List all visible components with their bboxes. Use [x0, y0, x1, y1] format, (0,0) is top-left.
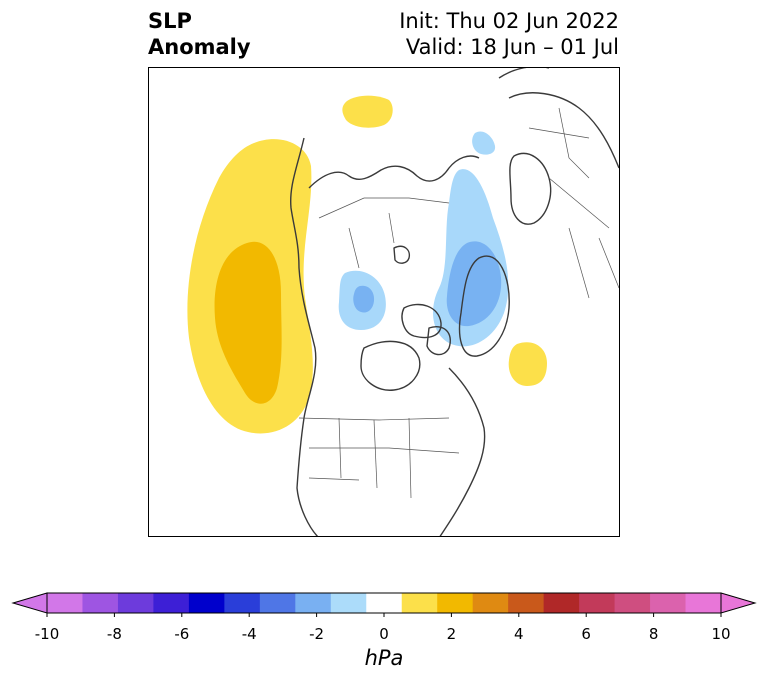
colorbar-extend-max — [720, 592, 757, 614]
colorbar-segment — [685, 593, 722, 613]
colorbar-segment — [117, 593, 154, 613]
anomaly-positive-canada — [508, 342, 547, 386]
anomaly-negative-siberia-core — [446, 241, 502, 327]
colorbar-tick-label: 2 — [446, 625, 457, 643]
anomaly-positive-pacific-core — [214, 241, 282, 404]
colorbar-segment — [259, 593, 296, 613]
colorbar-tick-label: -8 — [106, 625, 122, 643]
colorbar-segment — [82, 593, 119, 613]
colorbar-tick-label: -4 — [241, 625, 257, 643]
colorbar-segment — [401, 593, 438, 613]
forecast-dates: Init: Thu 02 Jun 2022 Valid: 18 Jun – 01… — [399, 8, 619, 60]
colorbar-segment — [188, 593, 225, 613]
colorbar-segment — [330, 593, 367, 613]
country-borders — [298, 107, 619, 499]
map-title: SLP Anomaly — [148, 8, 251, 60]
colorbar-segment — [437, 593, 474, 613]
colorbar-extend-min — [11, 592, 48, 614]
title-line-1: SLP — [148, 9, 192, 33]
colorbar-segment — [366, 593, 403, 613]
colorbar-segment — [508, 593, 545, 613]
colorbar-segment — [295, 593, 332, 613]
title-line-2: Anomaly — [148, 35, 251, 59]
coastlines — [289, 68, 619, 536]
units-label: hPa — [364, 646, 404, 670]
colorbar-tick-label: -10 — [34, 625, 60, 643]
colorbar-segment — [47, 593, 83, 613]
colorbar-tick-label: -6 — [174, 625, 190, 643]
colorbar-segment — [614, 593, 651, 613]
colorbar-segments — [47, 593, 722, 613]
colorbar-ticks — [46, 613, 722, 617]
colorbar-segment — [224, 593, 261, 613]
anomaly-negative-arctic-core — [353, 285, 375, 313]
init-date: Init: Thu 02 Jun 2022 — [399, 9, 619, 33]
colorbar-tick-label: 8 — [648, 625, 659, 643]
colorbar-tick-label: -2 — [309, 625, 325, 643]
valid-dates: Valid: 18 Jun – 01 Jul — [405, 35, 619, 59]
colorbar-segment — [153, 593, 190, 613]
colorbar — [11, 592, 757, 617]
colorbar-tick-label: 6 — [581, 625, 591, 643]
colorbar-segment — [650, 593, 687, 613]
colorbar-tick-label: 10 — [711, 625, 731, 643]
map-panel — [148, 67, 620, 537]
anomaly-positive-scandinavia — [342, 95, 393, 128]
colorbar-segment — [472, 593, 509, 613]
anomaly-negative-small — [472, 131, 496, 155]
colorbar-segment — [579, 593, 616, 613]
colorbar-tick-label: 0 — [379, 625, 389, 643]
colorbar-tick-label: 4 — [514, 625, 524, 643]
colorbar-segment — [543, 593, 580, 613]
map-canvas — [187, 68, 619, 536]
